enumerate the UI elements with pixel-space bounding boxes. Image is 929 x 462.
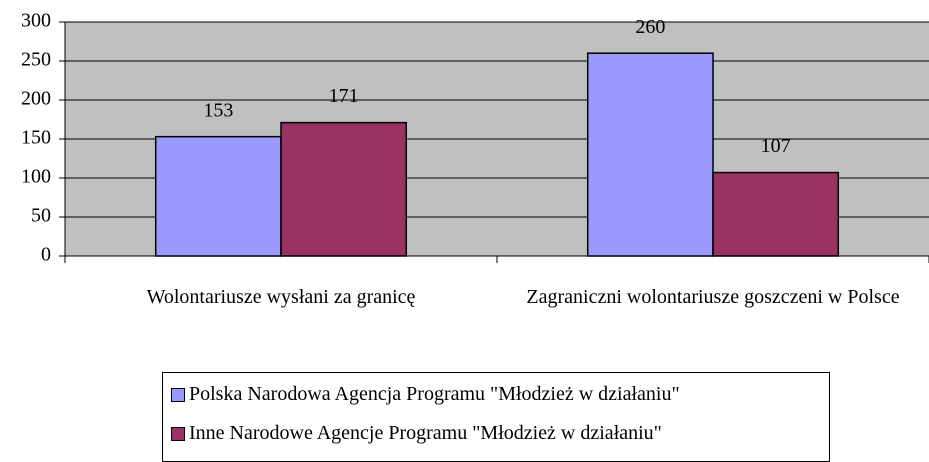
- bar: [154, 135, 282, 257]
- y-tick-label: 100: [21, 166, 51, 188]
- y-tick-label: 250: [21, 49, 51, 71]
- y-tick-label: 50: [31, 205, 51, 227]
- legend-label: Inne Narodowe Agencje Programu "Młodzież…: [189, 422, 662, 444]
- data-label: 107: [761, 135, 791, 157]
- bar: [280, 121, 408, 257]
- chart: 0 50 100 150 200 250 300 153 171 260 107: [21, 10, 929, 266]
- y-tick-label: 300: [21, 10, 51, 32]
- legend-label: Polska Narodowa Agencja Programu "Młodzi…: [189, 383, 680, 405]
- bar: [586, 52, 714, 257]
- page: {"chart_data": {"type": "bar", "categori…: [21, 9, 929, 462]
- legend: Polska Narodowa Agencja Programu "Młodzi…: [162, 372, 830, 462]
- y-tick-label: 200: [21, 88, 51, 110]
- legend-item: Polska Narodowa Agencja Programu "Młodzi…: [171, 383, 680, 406]
- data-label: 153: [203, 99, 233, 121]
- legend-swatch: [171, 426, 185, 441]
- legend-swatch: [171, 387, 185, 402]
- x-tick-label: Wolontariusze wysłani za granicę: [146, 286, 416, 308]
- legend-item: Inne Narodowe Agencje Programu "Młodzież…: [171, 422, 662, 445]
- data-label: 171: [329, 85, 359, 107]
- data-label: 260: [635, 16, 665, 38]
- x-tick-label: Zagraniczni wolontariusze goszczeni w Po…: [526, 286, 900, 308]
- y-tick-label: 0: [41, 244, 51, 266]
- bar: [712, 171, 840, 257]
- y-tick-label: 150: [21, 127, 51, 149]
